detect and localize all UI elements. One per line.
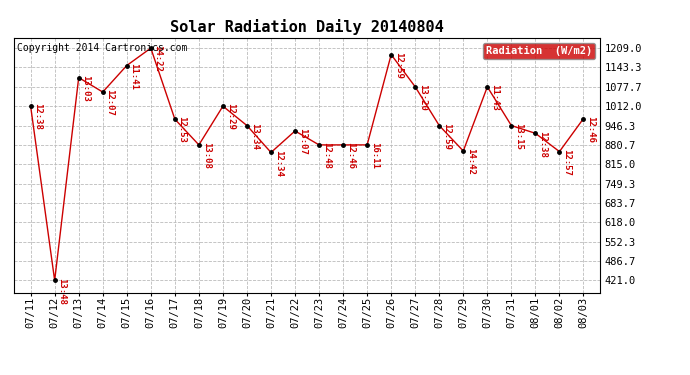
Text: 12:53: 12:53	[177, 116, 186, 143]
Text: 12:59: 12:59	[442, 123, 451, 150]
Text: 12:07: 12:07	[106, 89, 115, 116]
Text: 13:08: 13:08	[201, 142, 210, 169]
Text: Copyright 2014 Cartronics.com: Copyright 2014 Cartronics.com	[17, 43, 187, 52]
Text: 12:29: 12:29	[226, 104, 235, 130]
Text: 12:46: 12:46	[586, 116, 595, 142]
Text: 13:15: 13:15	[514, 123, 523, 150]
Text: 13:20: 13:20	[418, 84, 427, 111]
Text: 12:48: 12:48	[322, 142, 331, 169]
Text: 13:07: 13:07	[298, 128, 307, 155]
Legend: Radiation  (W/m2): Radiation (W/m2)	[482, 43, 595, 59]
Text: 13:48: 13:48	[57, 278, 66, 304]
Text: 16:11: 16:11	[370, 142, 379, 169]
Text: 11:43: 11:43	[490, 84, 499, 111]
Title: Solar Radiation Daily 20140804: Solar Radiation Daily 20140804	[170, 19, 444, 35]
Text: 13:03: 13:03	[81, 75, 90, 102]
Text: 12:38: 12:38	[538, 130, 547, 158]
Text: 14:42: 14:42	[466, 148, 475, 175]
Text: 12:34: 12:34	[274, 150, 283, 177]
Text: 12:59: 12:59	[394, 52, 403, 79]
Text: 12:38: 12:38	[33, 104, 42, 130]
Text: 11:41: 11:41	[130, 63, 139, 90]
Text: 14:22: 14:22	[154, 45, 163, 72]
Text: 12:57: 12:57	[562, 149, 571, 176]
Text: 12:46: 12:46	[346, 142, 355, 169]
Text: 13:34: 13:34	[250, 123, 259, 150]
